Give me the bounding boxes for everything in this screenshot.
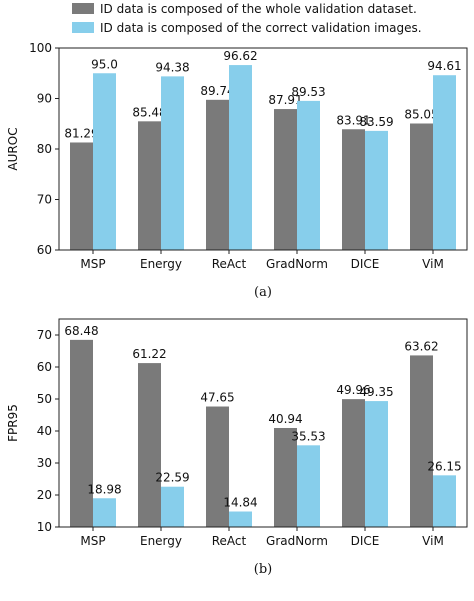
- legend-swatch: [72, 3, 94, 14]
- y-tick-label: 100: [29, 41, 52, 55]
- chart-panel-a: 81.29 85.48 89.74 87.91 83.91 85.05 95.0 94.38 9…: [6, 41, 468, 300]
- x-tick-label: ViM: [422, 534, 444, 548]
- y-tick-label: 10: [37, 520, 52, 534]
- data-label: 68.48: [64, 324, 98, 338]
- x-tick-label: ReAct: [212, 257, 247, 271]
- x-tick-label: GradNorm: [266, 257, 328, 271]
- bar: [70, 339, 93, 527]
- x-tick-label: GradNorm: [266, 534, 328, 548]
- y-tick-label: 20: [37, 488, 52, 502]
- bar: [138, 121, 161, 251]
- bar: [229, 65, 252, 250]
- y-tick-label: 30: [37, 456, 52, 470]
- data-label: 89.74: [200, 84, 234, 98]
- data-label: 35.53: [291, 429, 325, 443]
- data-label: 89.53: [291, 85, 325, 99]
- x-tick-label: Energy: [140, 534, 182, 548]
- bar: [161, 486, 184, 527]
- bar: [93, 73, 116, 250]
- x-tick-label: DICE: [351, 534, 380, 548]
- y-tick-label: 50: [37, 392, 52, 406]
- data-label: 63.62: [404, 339, 438, 353]
- bar: [70, 142, 93, 250]
- data-label: 49.96: [336, 383, 370, 397]
- legend-label: ID data is composed of the whole validat…: [100, 2, 417, 16]
- x-tick-label: MSP: [80, 534, 105, 548]
- bar: [274, 109, 297, 250]
- data-label: 47.65: [200, 391, 234, 405]
- x-tick-label: ReAct: [212, 534, 247, 548]
- y-axis-label: FPR95: [6, 404, 20, 442]
- bar: [410, 123, 433, 250]
- y-tick-label: 70: [37, 328, 52, 342]
- data-label: 83.91: [336, 113, 370, 127]
- bar: [342, 399, 365, 527]
- y-tick-label: 60: [37, 243, 52, 257]
- data-label: 85.05: [404, 107, 438, 121]
- x-tick-label: Energy: [140, 257, 182, 271]
- data-label: 14.84: [223, 496, 257, 510]
- bar: [433, 475, 456, 527]
- x-tick-label: MSP: [80, 257, 105, 271]
- data-label: 95.0: [91, 57, 118, 71]
- data-label: 61.22: [132, 347, 166, 361]
- y-tick-label: 80: [37, 142, 52, 156]
- axes-frame: [58, 47, 468, 251]
- axes-frame: [58, 318, 468, 528]
- data-label: 96.62: [223, 49, 257, 63]
- data-label: 49.35: [359, 385, 393, 399]
- data-label: 26.15: [427, 459, 461, 473]
- data-label: 94.38: [155, 60, 189, 74]
- bar: [138, 363, 161, 527]
- y-axis-label: AUROC: [6, 127, 20, 170]
- y-tick-label: 40: [37, 424, 52, 438]
- bar: [274, 427, 297, 527]
- data-label: 18.98: [87, 482, 121, 496]
- bar: [229, 511, 252, 527]
- bar: [410, 355, 433, 527]
- bar: [206, 406, 229, 527]
- panel-caption: (a): [254, 285, 272, 300]
- data-label: 94.61: [427, 59, 461, 73]
- data-label: 40.94: [268, 412, 302, 426]
- legend-swatch: [72, 22, 94, 33]
- bar: [365, 130, 388, 250]
- bar: [206, 99, 229, 250]
- legend-label: ID data is composed of the correct valid…: [100, 21, 422, 35]
- bar: [433, 75, 456, 250]
- legend: ID data is composed of the whole validat…: [72, 2, 422, 35]
- chart-panel-b: 68.48 61.22 47.65 40.94 49.96 63.62 18.98 22.59…: [6, 318, 468, 577]
- x-tick-label: ViM: [422, 257, 444, 271]
- data-label: 85.48: [132, 105, 166, 119]
- y-tick-label: 60: [37, 360, 52, 374]
- x-tick-label: DICE: [351, 257, 380, 271]
- bar: [342, 129, 365, 250]
- bar: [297, 100, 320, 250]
- y-tick-label: 90: [37, 92, 52, 106]
- panel-caption: (b): [254, 562, 272, 577]
- y-tick-label: 70: [37, 193, 52, 207]
- bar: [297, 445, 320, 527]
- bar: [93, 498, 116, 527]
- data-label: 87.91: [268, 93, 302, 107]
- data-label: 81.29: [64, 126, 98, 140]
- bar: [161, 76, 184, 250]
- data-label: 22.59: [155, 471, 189, 485]
- data-label: 83.59: [359, 115, 393, 129]
- bar: [365, 401, 388, 527]
